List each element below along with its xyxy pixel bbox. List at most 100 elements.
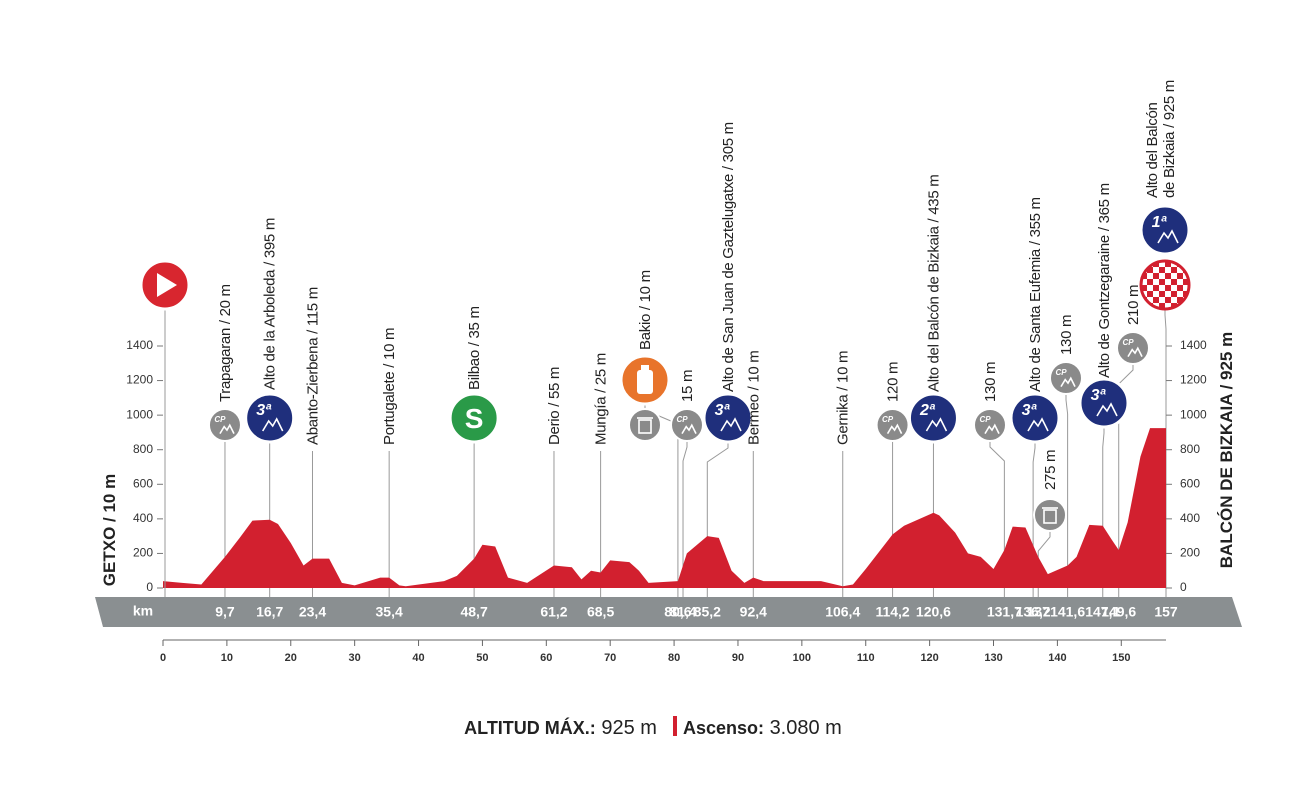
x-tick-label: 140	[1048, 652, 1066, 664]
km-marker: 157	[1154, 604, 1178, 620]
x-tick-label: 20	[285, 652, 297, 664]
y-tick-label-right: 600	[1180, 476, 1200, 490]
cp-icon	[207, 408, 242, 442]
climb-category: 2ª	[919, 402, 936, 419]
y-tick-label: 1000	[126, 407, 153, 421]
km-marker: 120,6	[916, 604, 951, 620]
waypoint-label: 210 m	[1125, 285, 1142, 325]
waypoint-label: Alto del Balcón	[1144, 102, 1161, 198]
waypoint-label: Mungía / 25 m	[593, 353, 610, 445]
leader-line	[989, 441, 1005, 597]
y-tick-label-right: 0	[1180, 580, 1187, 594]
leader-line	[1102, 427, 1105, 597]
start-arrow	[157, 273, 177, 297]
km-marker: 131,7	[987, 604, 1022, 620]
waypoint-label: Bilbao / 35 m	[466, 306, 483, 390]
waypoint-label: Alto del Balcón de Bizkaia / 435 m	[925, 175, 942, 392]
climb-category: 3ª	[715, 402, 731, 419]
waste-can	[638, 419, 652, 434]
km-marker: 147,1	[1085, 604, 1120, 620]
waypoint-label: Bakio / 10 m	[637, 270, 654, 350]
y-tick-label: 1200	[126, 373, 153, 387]
x-tick-label: 30	[349, 652, 361, 664]
cp-badge: CP	[979, 415, 991, 424]
km-marker: 141,6	[1050, 604, 1085, 620]
climb-category: 3ª	[1091, 387, 1107, 404]
x-tick-label: 100	[793, 652, 811, 664]
waypoint-label: Alto de Santa Eufemia / 355 m	[1027, 197, 1044, 392]
feed-bottle	[637, 370, 653, 394]
cp-mountain	[681, 423, 697, 435]
waste-icon	[628, 408, 662, 442]
km-bar	[95, 597, 1242, 627]
y-tick-label-right: 800	[1180, 442, 1200, 456]
y-tick-label-right: 1000	[1180, 407, 1207, 421]
y-tick-label: 0	[146, 580, 153, 594]
cp-mountain	[886, 423, 903, 435]
waypoint-label: Gernika / 10 m	[835, 351, 852, 445]
waypoint-label: Abanto-Zierbena / 115 m	[304, 287, 321, 445]
x-tick-label: 40	[412, 652, 424, 664]
climb-mountain	[925, 417, 948, 432]
start-label: GETXO / 10 m	[100, 474, 119, 586]
y-tick-label: 800	[133, 442, 153, 456]
x-tick-label: 110	[857, 652, 875, 664]
y-tick-label-right: 1400	[1180, 338, 1207, 352]
footer-ascent-value: 3.080 m	[770, 717, 842, 739]
leader-line	[1118, 364, 1134, 597]
footer-max-label: ALTITUD MÁX.:	[464, 717, 596, 738]
climb-mountain	[1027, 417, 1049, 432]
km-marker: 114,2	[875, 604, 909, 620]
cp-icon	[1049, 361, 1083, 395]
waypoint-label: Alto de la Arboleda / 395 m	[262, 218, 279, 390]
km-marker: 137	[1027, 604, 1051, 620]
km-label: km	[133, 603, 153, 619]
waypoint-label: 275 m	[1042, 450, 1059, 490]
x-tick-label: 150	[1112, 652, 1130, 664]
sprint-icon	[448, 392, 500, 444]
cp-badge: CP	[676, 415, 688, 424]
feed-cap	[641, 365, 649, 370]
icons-layer: 9,7 Trapagaran / 20 m CP 16,7 Alto de la Arb…	[207, 80, 1191, 620]
footer-ascent-label: Ascenso:	[683, 718, 764, 738]
km-marker: 23,4	[299, 604, 326, 620]
km-marker: 149,6	[1101, 604, 1136, 620]
cp-icon	[973, 408, 1007, 442]
km-marker: 61,2	[540, 604, 567, 620]
cp-badge: CP	[1055, 368, 1067, 377]
waypoint-label: Portugalete / 10 m	[381, 328, 398, 445]
cp-mountain	[1127, 346, 1143, 358]
y-tick-label: 1400	[126, 338, 153, 352]
waypoint-label: de Bizkaia / 925 m	[1161, 80, 1178, 198]
climb-mountain	[1157, 229, 1179, 244]
waypoint-label: Bermeo / 10 m	[745, 351, 762, 445]
cp-badge: CP	[882, 415, 894, 424]
waypoint-label: 120 m	[885, 362, 902, 402]
y-tick-label-right: 200	[1180, 546, 1200, 560]
y-tick-label-right: 1200	[1180, 373, 1207, 387]
km-marker: 16,7	[256, 604, 283, 620]
x-tick-label: 120	[920, 652, 938, 664]
leader-line	[644, 404, 679, 597]
waypoint-label: 130 m	[982, 362, 999, 402]
km-marker: 92,4	[740, 604, 767, 620]
climb-category: 3ª	[1022, 402, 1038, 419]
x-tick-label: 90	[732, 652, 744, 664]
footer: ALTITUD MÁX.: 925 m Ascenso: 3.080 m	[464, 717, 842, 739]
x-tick-label: 80	[668, 652, 680, 664]
footer-separator	[673, 716, 677, 736]
km-marker: 35,4	[376, 604, 403, 620]
finish-label: BALCÓN DE BIZKAIA / 925 m	[1217, 332, 1236, 568]
x-tick-label: 70	[604, 652, 616, 664]
waypoint-label: 130 m	[1058, 315, 1075, 355]
finish-icon	[1139, 259, 1191, 311]
waypoint-label: Trapagaran / 20 m	[217, 284, 234, 402]
x-tick-label: 10	[221, 652, 233, 664]
y-tick-label-right: 400	[1180, 511, 1200, 525]
cp-icon	[670, 408, 704, 442]
x-tick-label: 60	[540, 652, 552, 664]
km-marker: 9,7	[215, 604, 235, 620]
cp-icon	[1116, 331, 1150, 365]
leader-line	[706, 442, 729, 597]
